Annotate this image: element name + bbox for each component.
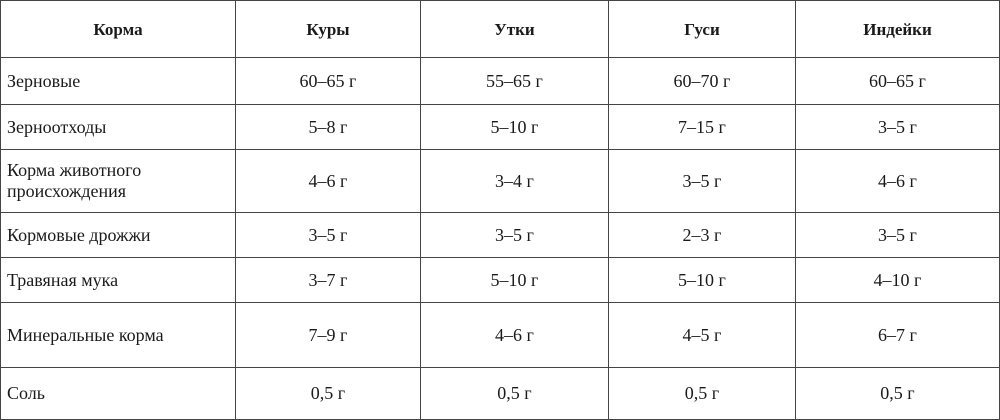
amount-cell: 3–5 г (795, 212, 1000, 258)
amount-cell: 3–5 г (608, 149, 796, 213)
amount-cell: 6–7 г (795, 302, 1000, 368)
amount-cell: 4–5 г (608, 302, 796, 368)
amount-cell: 0,5 г (420, 367, 609, 420)
amount-cell: 3–5 г (795, 104, 1000, 150)
amount-cell: 60–65 г (235, 57, 421, 105)
header-cell: Корма (0, 0, 236, 58)
amount-cell: 3–5 г (420, 212, 609, 258)
amount-cell: 5–10 г (420, 257, 609, 303)
amount-cell: 4–6 г (420, 302, 609, 368)
amount-cell: 60–70 г (608, 57, 796, 105)
feed-name: Травяная мука (0, 257, 236, 303)
feed-name: Зерноотходы (0, 104, 236, 150)
feed-name: Корма животного происхождения (0, 149, 236, 213)
amount-cell: 0,5 г (608, 367, 796, 420)
header-cell: Индейки (795, 0, 1000, 58)
feed-name: Кормовые дрожжи (0, 212, 236, 258)
amount-cell: 3–4 г (420, 149, 609, 213)
amount-cell: 4–6 г (235, 149, 421, 213)
amount-cell: 4–6 г (795, 149, 1000, 213)
header-cell: Гуси (608, 0, 796, 58)
amount-cell: 7–9 г (235, 302, 421, 368)
table-row: Зерноотходы 5–8 г 5–10 г 7–15 г 3–5 г (0, 104, 1000, 150)
header-cell: Куры (235, 0, 421, 58)
feed-name: Зерновые (0, 57, 236, 105)
header-cell: Утки (420, 0, 609, 58)
amount-cell: 2–3 г (608, 212, 796, 258)
header-row: Корма Куры Утки Гуси Индейки (0, 0, 1000, 58)
amount-cell: 0,5 г (795, 367, 1000, 420)
feed-name: Соль (0, 367, 236, 420)
amount-cell: 55–65 г (420, 57, 609, 105)
amount-cell: 0,5 г (235, 367, 421, 420)
table-row: Минеральные корма 7–9 г 4–6 г 4–5 г 6–7 г (0, 302, 1000, 368)
amount-cell: 4–10 г (795, 257, 1000, 303)
amount-cell: 5–10 г (420, 104, 609, 150)
amount-cell: 5–10 г (608, 257, 796, 303)
table-row: Зерновые 60–65 г 55–65 г 60–70 г 60–65 г (0, 57, 1000, 105)
feed-name: Минеральные корма (0, 302, 236, 368)
amount-cell: 60–65 г (795, 57, 1000, 105)
table-row: Кормовые дрожжи 3–5 г 3–5 г 2–3 г 3–5 г (0, 212, 1000, 258)
amount-cell: 3–5 г (235, 212, 421, 258)
table-row: Соль 0,5 г 0,5 г 0,5 г 0,5 г (0, 367, 1000, 420)
amount-cell: 5–8 г (235, 104, 421, 150)
amount-cell: 3–7 г (235, 257, 421, 303)
table-row: Травяная мука 3–7 г 5–10 г 5–10 г 4–10 г (0, 257, 1000, 303)
amount-cell: 7–15 г (608, 104, 796, 150)
